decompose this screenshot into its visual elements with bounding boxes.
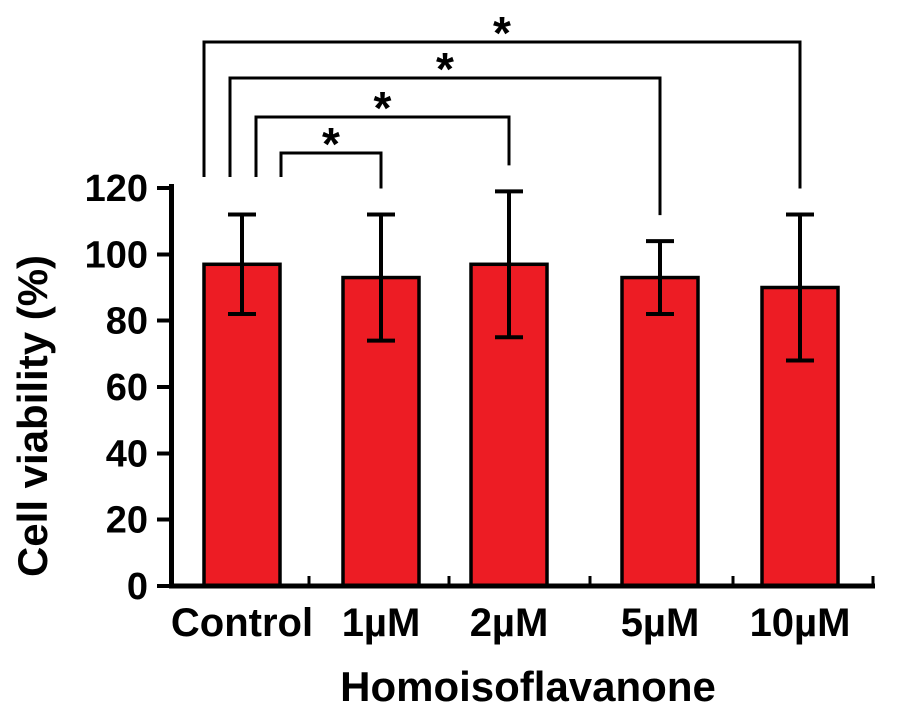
category-label-10um: 10µM: [750, 601, 851, 645]
category-labels: Control 1µM 2µM 5µM 10µM: [171, 601, 851, 645]
category-label-2um: 2µM: [470, 601, 549, 645]
x-axis-ticks: [307, 576, 875, 585]
significance-bracket-control-1um: [279, 151, 383, 189]
significance-brackets: * * * *: [202, 7, 802, 216]
y-tick-label-0: 0: [127, 566, 148, 608]
y-tick-label-40: 40: [106, 433, 148, 475]
y-tick-label-20: 20: [106, 500, 148, 542]
significance-asterisk-10um: *: [493, 7, 511, 59]
category-label-1um: 1µM: [342, 601, 421, 645]
significance-asterisk-2um: *: [374, 82, 392, 134]
bar-5um: [620, 275, 700, 588]
significance-bracket-control-2um: [254, 115, 511, 177]
y-tick-label-60: 60: [106, 367, 148, 409]
y-axis-title: Cell viability (%): [9, 255, 56, 577]
y-tick-label-120: 120: [85, 168, 148, 210]
bar-control: [202, 262, 282, 588]
significance-bracket-control-10um: [202, 40, 802, 189]
x-axis-title: Homoisoflavanone: [340, 663, 716, 710]
y-axis-ticks: 0 20 40 60 80 100 120: [85, 168, 169, 608]
bar-10um: [760, 285, 840, 588]
category-label-control: Control: [171, 601, 313, 645]
category-label-5um: 5µM: [621, 601, 700, 645]
significance-bracket-control-5um: [228, 76, 662, 216]
significance-asterisk-5um: *: [436, 43, 454, 95]
y-tick-label-80: 80: [106, 301, 148, 343]
bars: [202, 262, 840, 588]
y-tick-label-100: 100: [85, 234, 148, 276]
axes: [169, 184, 875, 589]
error-bars: [228, 189, 814, 363]
significance-asterisk-1um: *: [322, 118, 340, 170]
